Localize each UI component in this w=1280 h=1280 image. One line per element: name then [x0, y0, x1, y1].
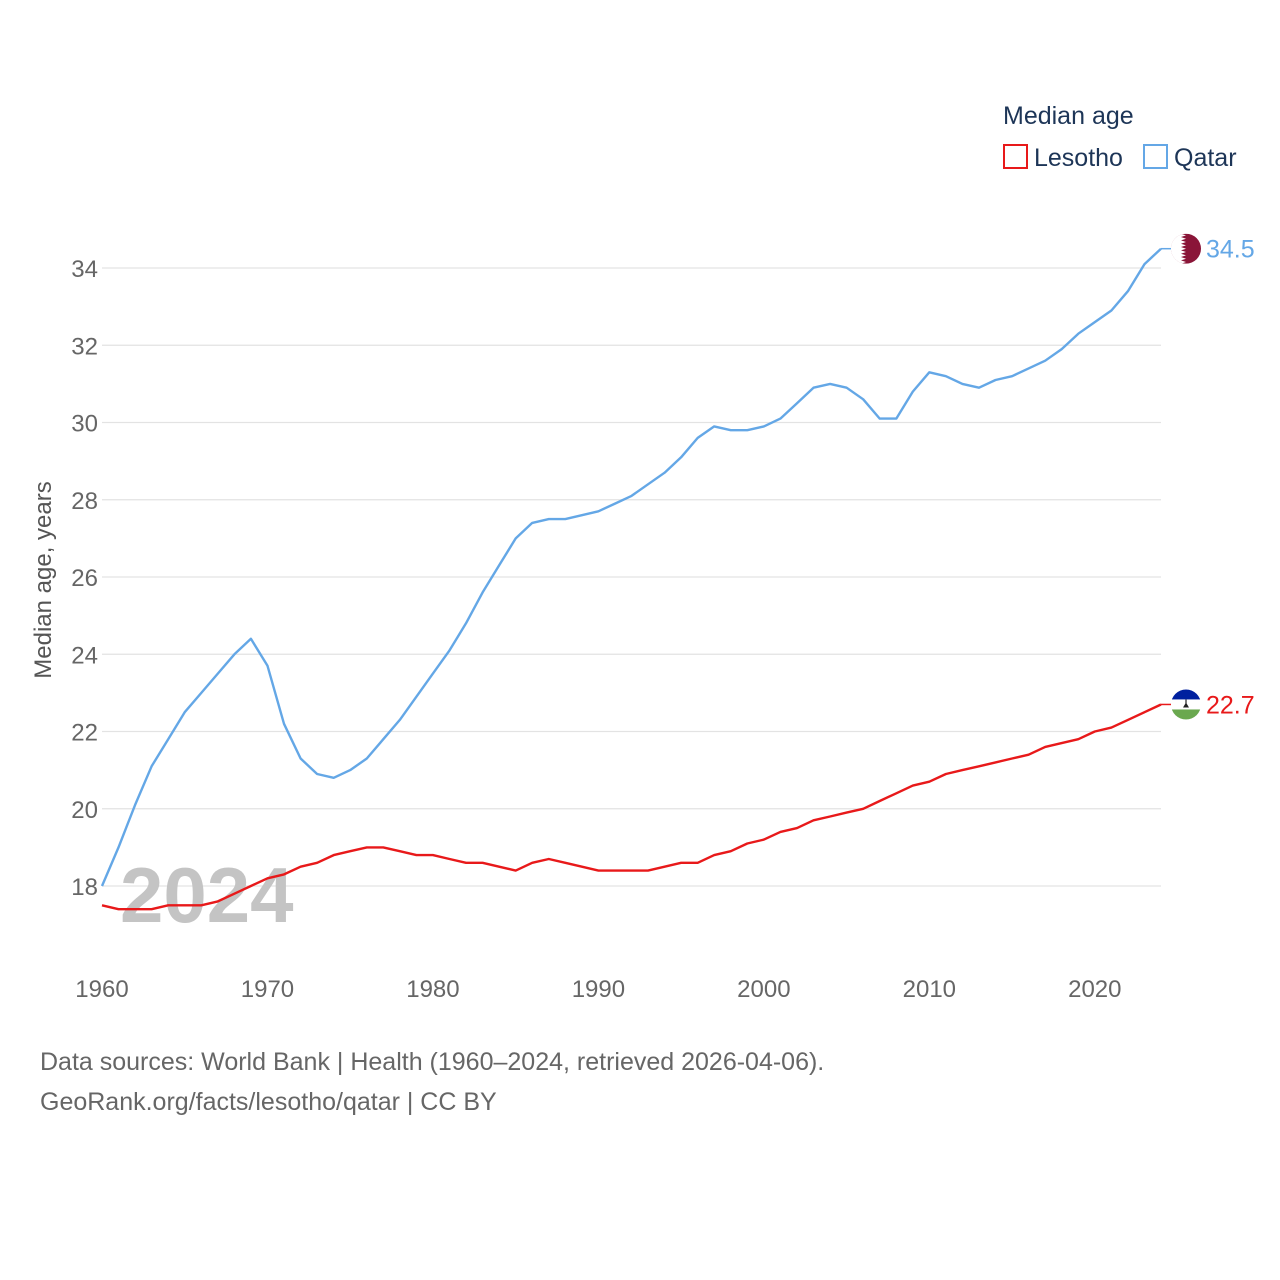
lesotho-flag-icon [1171, 689, 1201, 720]
x-tick-label-2000: 2000 [737, 976, 790, 1003]
legend-label-lesotho: Lesotho [1034, 144, 1123, 172]
end-markers: 22.7 34.5 [1161, 233, 1255, 720]
qatar-flag-icon [1171, 233, 1201, 264]
end-label-lesotho: 22.7 [1206, 691, 1255, 719]
end-label-qatar: 34.5 [1206, 236, 1255, 264]
series-line-qatar[interactable] [100, 247, 1162, 887]
x-tick-label-1960: 1960 [75, 976, 128, 1003]
y-tick-label-34: 34 [71, 256, 98, 283]
legend-title: Median age [1003, 102, 1134, 130]
credit-line[interactable]: GeoRank.org/facts/lesotho/qatar | CC BY [40, 1088, 497, 1116]
x-axis-ticks: 1960 1970 1980 1990 2000 2010 2020 [75, 976, 1121, 1003]
y-tick-label-28: 28 [71, 488, 98, 515]
y-tick-label-32: 32 [71, 333, 98, 360]
y-tick-label-18: 18 [71, 874, 98, 901]
x-tick-label-1980: 1980 [406, 976, 459, 1003]
y-tick-label-30: 30 [71, 411, 98, 438]
median-age-chart: 18 20 22 24 26 28 30 32 34 1960 1970 1980 1990 2000 2… [30, 102, 1255, 1003]
y-axis-title: Median age, years [30, 481, 57, 678]
legend-swatch-qatar [1143, 144, 1168, 169]
legend-item-qatar[interactable]: Qatar [1143, 144, 1237, 172]
series-line-lesotho[interactable] [101, 703, 1162, 911]
y-tick-label-24: 24 [71, 642, 98, 669]
series-lines [100, 247, 1162, 911]
y-tick-label-26: 26 [71, 565, 98, 592]
x-tick-label-1990: 1990 [572, 976, 625, 1003]
y-axis-ticks: 18 20 22 24 26 28 30 32 34 [71, 256, 98, 901]
y-tick-label-20: 20 [71, 797, 98, 824]
legend-label-qatar: Qatar [1174, 144, 1237, 172]
legend-swatch-lesotho [1003, 144, 1028, 169]
legend-item-lesotho[interactable]: Lesotho [1003, 144, 1123, 172]
x-tick-label-1970: 1970 [241, 976, 294, 1003]
year-watermark: 2024 [120, 851, 294, 939]
data-sources: Data sources: World Bank | Health (1960–… [40, 1042, 824, 1122]
grid-lines [102, 267, 1161, 887]
y-tick-label-22: 22 [71, 720, 98, 747]
x-tick-label-2010: 2010 [903, 976, 956, 1003]
x-tick-label-2020: 2020 [1068, 976, 1121, 1003]
sources-line: Data sources: World Bank | Health (1960–… [40, 1048, 825, 1076]
legend: Median age Lesotho Qatar [1003, 102, 1237, 172]
